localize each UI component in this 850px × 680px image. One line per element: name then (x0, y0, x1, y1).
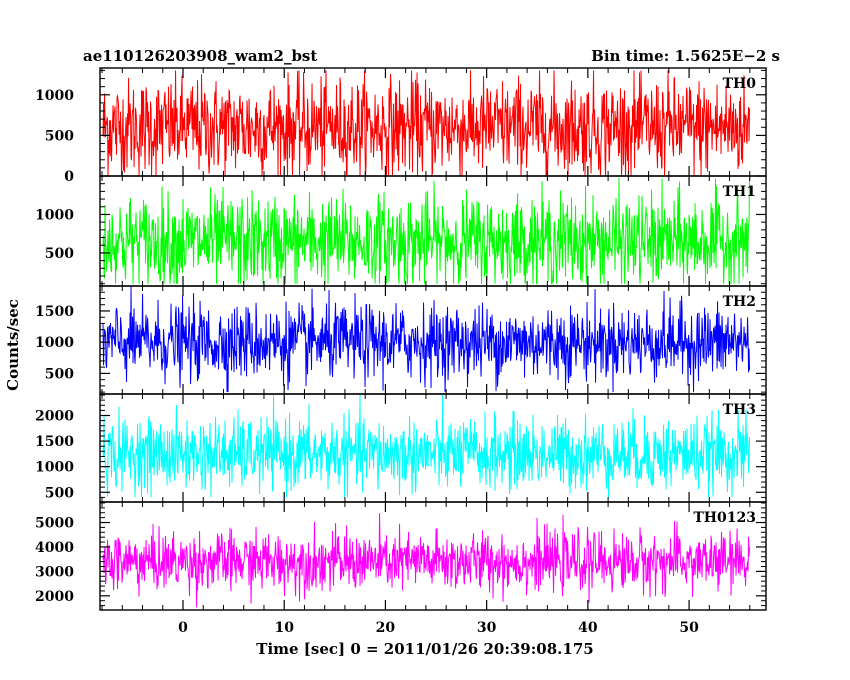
series-label-th0123: TH0123 (693, 510, 756, 526)
y-tick-label: 1000 (35, 207, 74, 223)
y-tick-label: 500 (45, 366, 74, 382)
x-tick-label: 40 (578, 620, 598, 636)
series-label-th1: TH1 (723, 184, 756, 200)
series-th1-line (102, 175, 751, 285)
y-tick-label: 0 (64, 169, 74, 185)
y-tick-label: 1000 (35, 335, 74, 351)
x-tick-label: 10 (274, 620, 294, 636)
series-th2-line (102, 286, 751, 393)
chart-title: ae110126203908_wam2_bst (83, 47, 317, 65)
y-tick-label: 500 (45, 246, 74, 262)
series-th0-line (102, 70, 751, 177)
y-tick-label: 500 (45, 485, 74, 501)
y-tick-label: 1500 (35, 304, 74, 320)
x-tick-label: 20 (376, 620, 396, 636)
x-axis-label: Time [sec] 0 = 2011/01/26 20:39:08.175 (256, 640, 593, 658)
series-label-th3: TH3 (723, 402, 756, 418)
y-axis-label: Counts/sec (4, 299, 22, 391)
panels-group: TH005001000TH15001000TH250010001500TH350… (35, 67, 767, 636)
y-tick-label: 2000 (35, 408, 74, 424)
series-label-th2: TH2 (723, 294, 756, 310)
y-tick-label: 3000 (35, 564, 74, 580)
y-tick-label: 500 (45, 128, 74, 144)
x-tick-label: 30 (477, 620, 497, 636)
series-th3-line (102, 395, 751, 498)
x-tick-label: 50 (679, 620, 699, 636)
series-th0123-line (102, 513, 751, 608)
x-tick-label: 0 (178, 620, 188, 636)
series-label-th0: TH0 (723, 76, 757, 92)
y-tick-label: 1500 (35, 434, 74, 450)
y-tick-label: 1000 (35, 88, 74, 104)
y-tick-label: 4000 (35, 540, 74, 556)
y-tick-label: 2000 (35, 589, 74, 605)
panel-frame-th0123 (99, 501, 767, 611)
y-tick-label: 1000 (35, 460, 74, 476)
y-tick-label: 5000 (35, 516, 74, 532)
bin-time-label: Bin time: 1.5625E−2 s (591, 47, 780, 65)
